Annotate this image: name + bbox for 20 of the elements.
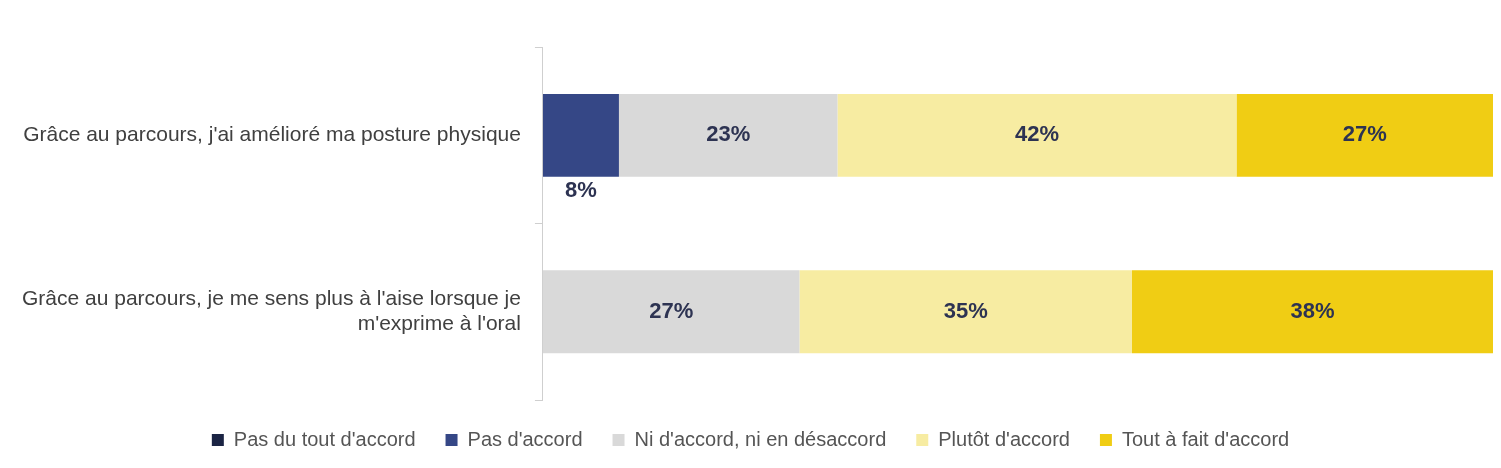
data-label: 35% — [943, 297, 988, 323]
bar — [837, 93, 1237, 177]
data-label: 38% — [1290, 297, 1335, 323]
data-label: 42% — [1014, 121, 1059, 147]
bar — [542, 93, 619, 177]
bar — [1131, 270, 1493, 354]
legend-label: Tout à fait d'accord — [1121, 427, 1290, 450]
bar — [1236, 93, 1493, 177]
bar — [618, 93, 838, 177]
data-label: 8% — [565, 176, 597, 202]
data-label: 27% — [1342, 121, 1387, 147]
legend-label: Ni d'accord, ni en désaccord — [634, 427, 887, 450]
legend-label: Pas du tout d'accord — [233, 427, 416, 450]
bar — [799, 270, 1132, 354]
y-tick-label: Grâce au parcours, je me sens plus à l'aise lorsque je m'exprime à l'oral — [21, 286, 521, 335]
y-tick-label: Grâce au parcours, j'ai amélioré ma posture physique — [23, 122, 521, 146]
data-label: 23% — [706, 121, 751, 147]
legend-label: Pas d'accord — [467, 427, 583, 450]
legend-label: Plutôt d'accord — [938, 427, 1070, 450]
data-label: 27% — [649, 297, 694, 323]
